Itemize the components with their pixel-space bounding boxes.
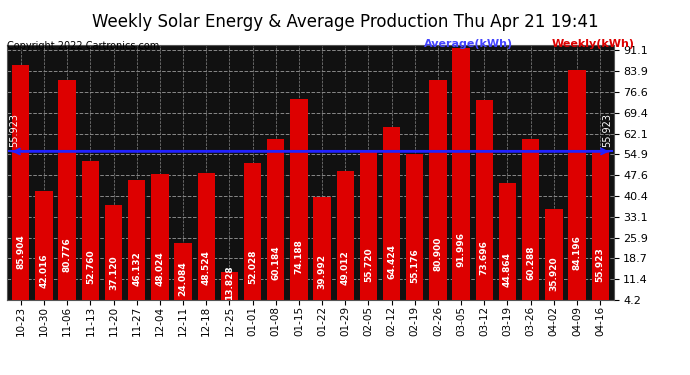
Text: 55.720: 55.720 [364, 248, 373, 282]
Text: 85.904: 85.904 [17, 235, 26, 269]
Text: Weekly Solar Energy & Average Production Thu Apr 21 19:41: Weekly Solar Energy & Average Production… [92, 13, 598, 31]
Text: 84.196: 84.196 [573, 235, 582, 270]
Bar [383, 127, 400, 312]
Bar [105, 206, 122, 312]
Text: 55.923: 55.923 [595, 248, 604, 282]
Text: 64.424: 64.424 [387, 244, 396, 279]
Bar [128, 180, 146, 312]
Bar [569, 70, 586, 312]
Text: 74.188: 74.188 [295, 240, 304, 274]
Bar [545, 209, 562, 312]
Text: 60.288: 60.288 [526, 246, 535, 280]
Bar [290, 99, 308, 312]
Text: 49.012: 49.012 [341, 251, 350, 285]
Bar [221, 272, 238, 312]
Text: 39.992: 39.992 [317, 254, 326, 289]
Text: 80.900: 80.900 [433, 237, 442, 272]
Text: 42.016: 42.016 [39, 254, 48, 288]
Bar [267, 139, 284, 312]
Text: 24.084: 24.084 [179, 261, 188, 296]
Text: 55.923: 55.923 [602, 113, 612, 147]
Text: 46.132: 46.132 [132, 252, 141, 286]
Bar [12, 65, 30, 312]
Bar [59, 80, 76, 312]
Bar [453, 48, 470, 312]
Text: 48.024: 48.024 [155, 251, 164, 286]
Bar [244, 163, 262, 312]
Bar [499, 183, 516, 312]
Text: 48.524: 48.524 [201, 251, 210, 285]
Text: 37.120: 37.120 [109, 256, 118, 290]
Text: 80.776: 80.776 [63, 237, 72, 272]
Bar [197, 173, 215, 312]
Text: 55.176: 55.176 [411, 248, 420, 282]
Text: 73.696: 73.696 [480, 240, 489, 274]
Text: Copyright 2022 Cartronics.com: Copyright 2022 Cartronics.com [7, 41, 159, 51]
Bar [591, 152, 609, 312]
Bar [406, 154, 424, 312]
Text: 52.760: 52.760 [86, 249, 95, 284]
Text: 44.864: 44.864 [503, 252, 512, 287]
Text: 52.028: 52.028 [248, 249, 257, 284]
Text: 35.920: 35.920 [549, 256, 558, 291]
Bar [81, 160, 99, 312]
Bar [475, 100, 493, 312]
Bar [313, 197, 331, 312]
Bar [429, 80, 446, 312]
Bar [35, 191, 52, 312]
Bar [522, 139, 540, 312]
Bar [337, 171, 354, 312]
Bar [359, 152, 377, 312]
Text: 91.996: 91.996 [457, 232, 466, 267]
Text: 60.184: 60.184 [271, 246, 280, 280]
Text: 13.828: 13.828 [225, 266, 234, 300]
Text: 55.923: 55.923 [9, 113, 19, 147]
Bar [151, 174, 168, 312]
Bar [175, 243, 192, 312]
Text: Average(kWh): Average(kWh) [424, 39, 513, 50]
Text: Weekly(kWh): Weekly(kWh) [552, 39, 635, 50]
